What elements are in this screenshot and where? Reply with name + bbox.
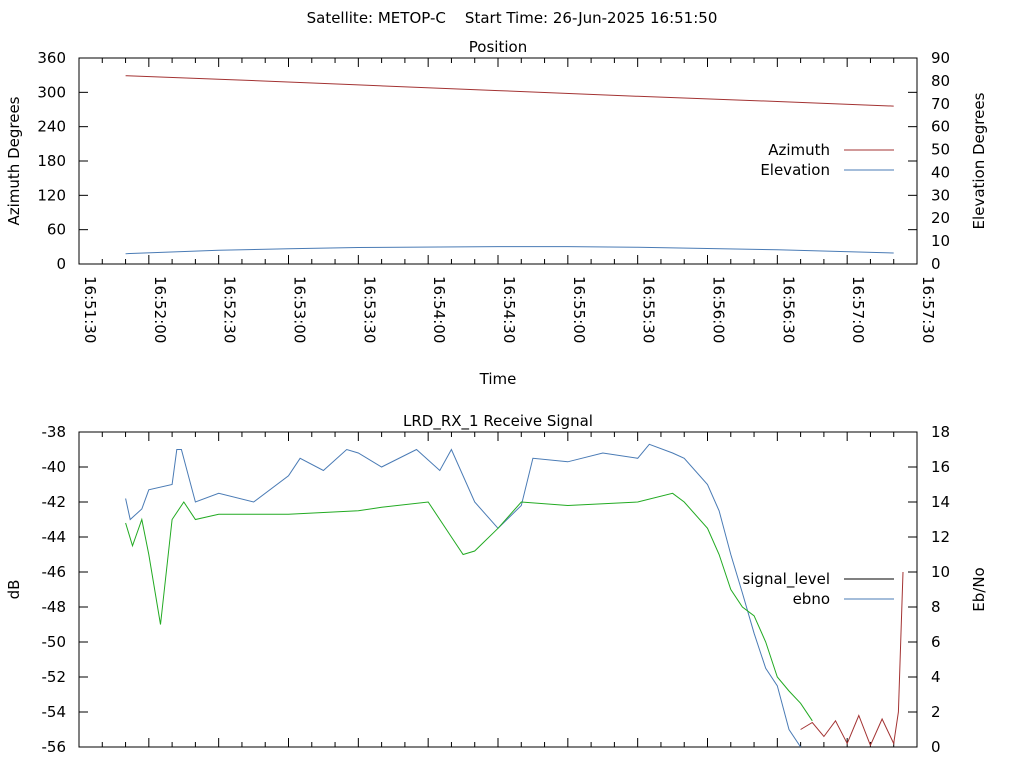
chart2-y-tick-label: -38 [42,423,67,441]
chart2-legend-label: ebno [793,590,830,608]
chart1-y-tick-label: 60 [47,221,66,239]
chart1-x-tick-label: 16:57:30 [919,276,937,343]
chart1-y2-tick-label: 20 [931,209,950,227]
chart1-y2-tick-label: 0 [931,255,941,273]
chart2-y-tick-label: -46 [42,563,67,581]
chart1-y2-tick-label: 60 [931,118,950,136]
chart2-y2-tick-label: 0 [931,738,941,756]
chart1-x-tick-label: 16:56:30 [779,276,797,343]
chart1-y-tick-label: 240 [37,118,66,136]
chart1-y-tick-label: 300 [37,83,66,101]
chart1-series-line-Elevation [125,246,894,255]
chart1-legend-label: Elevation [760,161,830,179]
chart2-y-tick-label: -52 [42,668,67,686]
chart2-y-tick-label: -56 [42,738,67,756]
chart1-y2-tick-label: 90 [931,49,950,67]
chart1-x-tick-label: 16:51:30 [81,276,99,343]
chart2-y2-tick-label: 2 [931,703,941,721]
chart2-y-tick-label: -40 [42,458,67,476]
chart1-y-tick-label: 120 [37,186,66,204]
chart1-series-line-Azimuth [125,75,894,107]
chart1-y-tick-label: 180 [37,152,66,170]
chart1-y2-tick-label: 10 [931,232,950,250]
chart1-y-tick-label: 0 [56,255,66,273]
chart1-x-tick-label: 16:54:30 [500,276,518,343]
chart2-y2-axis-label: Eb/No [970,567,988,611]
chart1-x-axis-label: Time [479,370,517,388]
chart2-y2-tick-label: 4 [931,668,941,686]
chart1-y-axis-label: Azimuth Degrees [5,96,23,225]
chart2-series-line-ebno [125,443,802,748]
chart2-y-tick-label: -48 [42,598,67,616]
chart1-x-tick-label: 16:55:30 [640,276,658,343]
chart2-plot-frame [78,431,918,748]
page-title: Satellite: METOP-C Start Time: 26-Jun-20… [307,9,718,27]
chart2-legend-label: signal_level [742,570,830,589]
chart1-y2-tick-label: 40 [931,163,950,181]
chart2-y2-tick-label: 12 [931,528,950,546]
chart1-x-tick-label: 16:53:30 [360,276,378,343]
chart1-y2-axis-label: Elevation Degrees [970,92,988,229]
chart2-y2-tick-label: 6 [931,633,941,651]
chart1-legend-label: Azimuth [768,141,830,159]
chart2-series-line-trace-2 [125,492,813,722]
chart2-y-tick-label: -54 [42,703,67,721]
chart1-x-tick-label: 16:52:00 [151,276,169,343]
chart1-y2-tick-label: 80 [931,72,950,90]
chart1-x-tick-label: 16:55:00 [570,276,588,343]
chart2-y2-tick-label: 18 [931,423,950,441]
chart1-y2-tick-label: 70 [931,95,950,113]
chart2-series-line-trace-3 [800,571,904,747]
chart2-title: LRD_RX_1 Receive Signal [403,412,593,431]
chart2-y2-tick-label: 16 [931,458,950,476]
chart2-y-axis-label: dB [5,580,23,600]
chart2-y2-tick-label: 14 [931,493,950,511]
chart1-x-tick-label: 16:56:00 [710,276,728,343]
chart1-x-tick-label: 16:53:00 [291,276,309,343]
chart2-y-tick-label: -42 [42,493,67,511]
chart2-y2-tick-label: 10 [931,563,950,581]
chart1-y2-tick-label: 50 [931,141,950,159]
chart1-title: Position [469,38,527,56]
chart2-y2-tick-label: 8 [931,598,941,616]
chart2-y-tick-label: -50 [42,633,67,651]
chart1-y-tick-label: 360 [37,49,66,67]
chart1-x-tick-label: 16:52:30 [221,276,239,343]
chart1-y2-tick-label: 30 [931,186,950,204]
chart2-y-tick-label: -44 [42,528,67,546]
chart1-x-tick-label: 16:54:00 [430,276,448,343]
chart1-x-tick-label: 16:57:00 [849,276,867,343]
